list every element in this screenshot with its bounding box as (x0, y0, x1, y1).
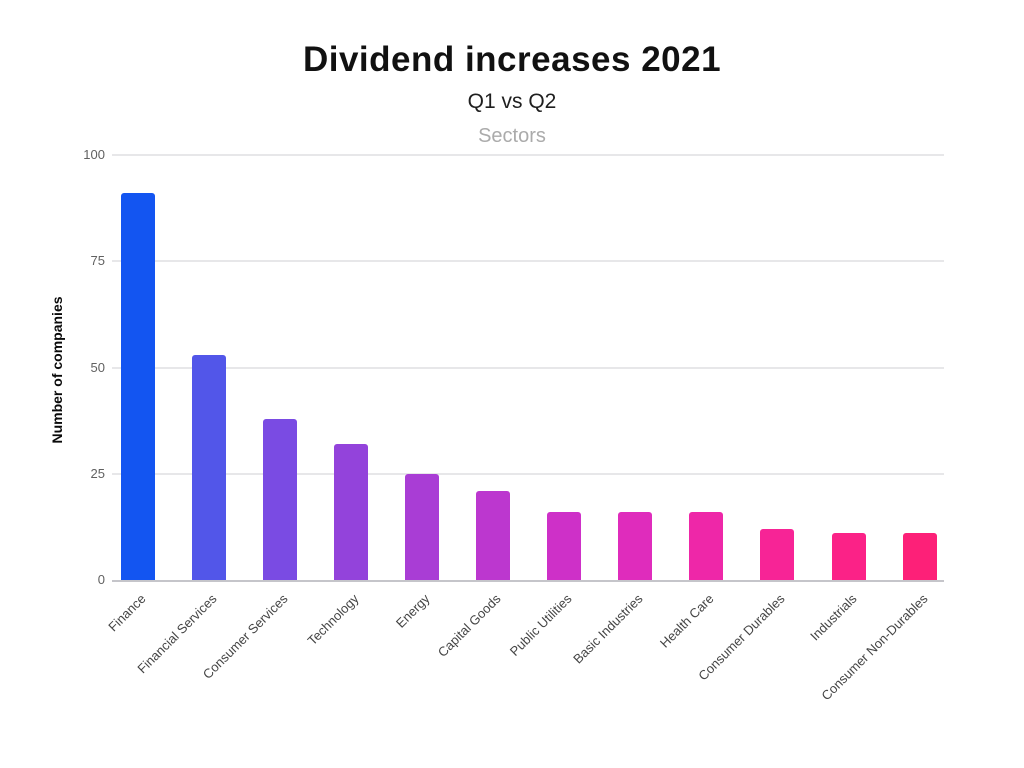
y-tick-label-100: 100 (83, 147, 105, 162)
bar-industrials (831, 533, 866, 580)
bar-consumer-durables (760, 529, 795, 580)
bar-health-care (689, 512, 724, 580)
gridline-100 (112, 154, 944, 156)
bar-consumer-non-durables (902, 533, 937, 580)
gridline-50 (112, 366, 944, 369)
bar-technology (334, 444, 369, 580)
x-axis-baseline (112, 580, 944, 582)
chart-title: Dividend increases 2021 (302, 40, 722, 79)
y-tick-label-75: 75 (90, 253, 105, 269)
bar-finance (121, 193, 155, 580)
bar-public-utilities (547, 512, 582, 580)
y-tick-label-50: 50 (90, 359, 105, 375)
bar-energy (405, 473, 440, 580)
bar-financial-services (192, 354, 227, 580)
x-axis-title: Sectors (478, 125, 546, 147)
gridline-75 (112, 260, 944, 263)
bar-consumer-services (263, 418, 298, 580)
bar-capital-goods (476, 490, 511, 580)
gridline-25 (112, 472, 944, 475)
y-tick-label-25: 25 (90, 465, 105, 481)
y-tick-label-0: 0 (97, 572, 105, 587)
chart-subtitle: Q1 vs Q2 (467, 90, 557, 113)
bar-basic-industries (618, 512, 653, 580)
